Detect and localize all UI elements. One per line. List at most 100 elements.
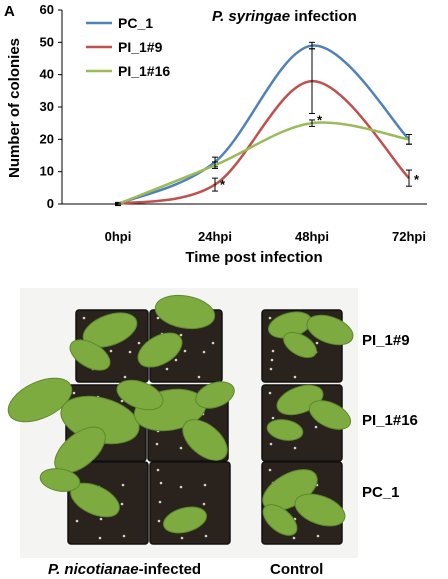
- chart-title: P. syringae infection: [212, 8, 357, 25]
- soil-speck: [293, 446, 297, 450]
- leaf: [308, 400, 352, 430]
- pot: [149, 461, 231, 545]
- soil-speck: [109, 349, 113, 353]
- soil-speck: [165, 367, 169, 371]
- soil-speck: [157, 519, 161, 523]
- soil-speck: [75, 519, 79, 523]
- soil-speck: [315, 341, 319, 345]
- soil-speck: [293, 375, 297, 379]
- soil-speck: [271, 416, 275, 420]
- significance-marker: *: [414, 172, 420, 187]
- infected-label-rest: -infected: [139, 561, 202, 578]
- soil-speck: [159, 481, 163, 485]
- x-tick-label: 24hpi: [198, 229, 232, 244]
- soil-speck: [268, 316, 272, 320]
- y-axis-label: Number of colonies: [6, 38, 23, 178]
- soil-speck: [128, 350, 132, 354]
- leaf: [266, 419, 304, 441]
- leaf: [7, 377, 73, 423]
- series-line-0: [117, 44, 410, 206]
- x-tick-label: 72hpi: [392, 229, 426, 244]
- x-tick-label: 48hpi: [295, 229, 329, 244]
- soil-speck: [180, 536, 184, 540]
- soil-speck: [202, 350, 206, 354]
- significance-marker: *: [317, 112, 323, 127]
- soil-speck: [316, 534, 320, 538]
- x-tick-label: 0hpi: [105, 229, 132, 244]
- soil-speck: [271, 349, 275, 353]
- leaf: [182, 419, 228, 461]
- soil-speck: [120, 502, 124, 506]
- series-line-1: [117, 79, 410, 206]
- soil-speck: [270, 358, 274, 362]
- soil-speck: [120, 399, 124, 403]
- row-label-pc-1: PC_1: [362, 484, 400, 501]
- leaf: [306, 314, 354, 346]
- soil-speck: [72, 391, 76, 395]
- soil-speck: [268, 391, 272, 395]
- leaf: [154, 294, 216, 330]
- soil-speck: [82, 316, 86, 320]
- soil-speck: [98, 536, 102, 540]
- y-tick-label: 30: [40, 99, 54, 114]
- soil-speck: [292, 536, 296, 540]
- line-chart: Number of colonies Time post infection P…: [6, 2, 427, 266]
- soil-speck: [158, 500, 162, 504]
- soil-speck: [122, 534, 126, 538]
- y-tick-label: 0: [47, 196, 54, 211]
- soil-speck: [156, 316, 160, 320]
- y-tick-label: 10: [40, 164, 54, 179]
- leaf: [163, 506, 207, 534]
- legend-label-2: PI_1#16: [118, 63, 170, 79]
- x-axis-label: Time post infection: [185, 249, 322, 266]
- plant-leaves: [7, 294, 354, 536]
- soil-speck: [99, 517, 103, 521]
- soil-speck: [123, 375, 127, 379]
- row-label-pi-1-16: PI_1#16: [362, 412, 418, 429]
- chart-title-italic: P. syringae: [212, 8, 290, 25]
- y-tick-label: 60: [40, 2, 54, 17]
- leaf: [283, 332, 317, 358]
- row-label-pi-1-9: PI_1#9: [362, 332, 410, 349]
- infected-label-italic: P. nicotianae: [48, 561, 139, 578]
- control-label: Control: [270, 561, 323, 578]
- soil-speck: [174, 358, 178, 362]
- soil-speck: [179, 446, 183, 450]
- soil-speck: [268, 468, 272, 472]
- leaf: [195, 381, 235, 409]
- soil-speck: [121, 483, 125, 487]
- soil-speck: [179, 485, 183, 489]
- soil-speck: [211, 341, 215, 345]
- leaf: [137, 332, 183, 368]
- leaf: [82, 312, 138, 348]
- plot-area: 0 10 20 30 40 50 60 0hpi 24hpi 48hpi 72hpi * * * PC_1 P…: [40, 2, 427, 244]
- soil-speck: [156, 468, 160, 472]
- leaf: [116, 379, 164, 411]
- plant-photo: PI_1#9 PI_1#16 PC_1 P. nicotianae-infect…: [0, 284, 448, 579]
- soil-speck: [197, 375, 201, 379]
- soil-speck: [204, 534, 208, 538]
- series-line-2: [117, 121, 410, 206]
- soil-speck: [183, 349, 187, 353]
- significance-marker: *: [220, 177, 226, 192]
- legend-label-1: PI_1#9: [118, 39, 163, 55]
- infected-label: P. nicotianae-infected: [48, 561, 201, 578]
- soil-speck: [137, 341, 141, 345]
- y-tick-label: 50: [40, 34, 54, 49]
- legend-label-0: PC_1: [118, 15, 153, 31]
- panel-a-label: A: [4, 3, 15, 20]
- soil-speck: [202, 502, 206, 506]
- soil-speck: [179, 333, 183, 337]
- chart-title-rest: infection: [290, 8, 357, 25]
- leaf: [294, 493, 346, 527]
- soil-speck: [314, 425, 318, 429]
- soil-speck: [203, 483, 207, 487]
- y-tick-label: 40: [40, 67, 54, 82]
- soil-speck: [269, 442, 273, 446]
- leaf: [39, 468, 81, 492]
- y-tick-label: 20: [40, 131, 54, 146]
- leaf: [69, 339, 111, 371]
- soil-speck: [269, 367, 273, 371]
- soil-speck: [155, 442, 159, 446]
